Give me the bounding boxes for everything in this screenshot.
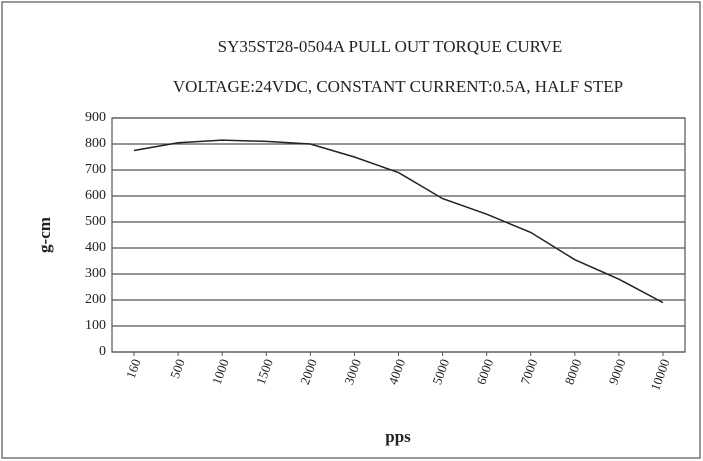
y-tick-label: 800 [85,136,106,151]
y-tick-label: 700 [85,162,106,177]
x-axis-label: pps [385,427,411,446]
x-tick-label: 500 [167,357,188,380]
y-tick-label: 400 [85,240,106,255]
y-tick-label: 200 [85,292,106,307]
data-line [133,139,664,304]
x-tick-label: 160 [123,357,144,380]
y-tick-label: 500 [85,214,106,229]
y-tick-label: 900 [85,110,106,125]
y-tick-label: 300 [85,266,106,281]
y-tick-label: 600 [85,188,106,203]
chart-subtitle: VOLTAGE:24VDC, CONSTANT CURRENT:0.5A, HA… [173,77,623,96]
chart-title: SY35ST28-0504A PULL OUT TORQUE CURVE [218,37,563,56]
y-axis-label: g-cm [35,217,54,253]
y-tick-label: 100 [85,318,106,333]
y-tick-label: 0 [99,344,106,359]
